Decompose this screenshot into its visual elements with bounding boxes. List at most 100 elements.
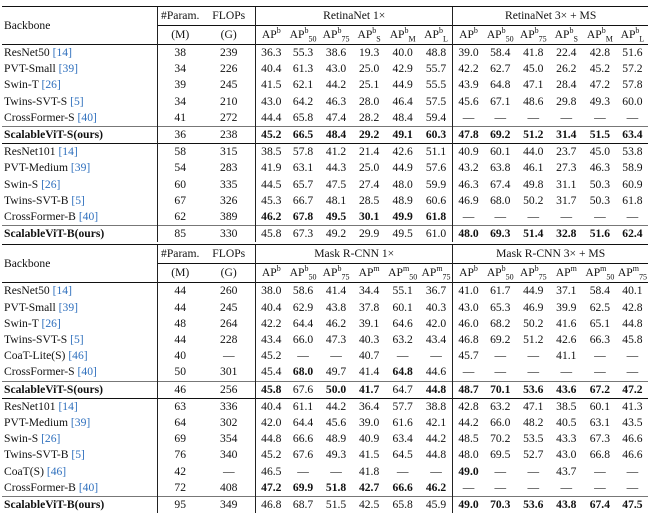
value-cell: 65.1 <box>589 316 610 330</box>
value-cell: 58 <box>157 143 203 161</box>
value-cell: 61.0 <box>419 225 453 243</box>
value-cell: 41.5 <box>358 448 380 462</box>
retinanet-row: PVT-Small [39] 34 226 40.4 61.3 43.0 25.0 42.9 5… <box>2 61 648 78</box>
value-cell: 47.1 <box>523 78 544 92</box>
value-cell: — <box>527 365 540 379</box>
backbone-name: CoaT-Lite(S) [46] <box>4 349 88 363</box>
retinanet-row: ResNet50 [14] 38 239 36.3 55.3 38.6 19.3 40.0 48… <box>2 44 648 62</box>
value-cell: 46.3 <box>325 94 347 108</box>
value-cell: 38 <box>157 44 203 62</box>
value-cell: 28.5 <box>358 193 380 207</box>
value-cell: 51.4 <box>516 225 550 243</box>
value-cell: 39.0 <box>452 44 484 62</box>
value-cell: 45.8 <box>255 225 287 243</box>
value-cell: 31.4 <box>549 126 583 144</box>
metric-header: APb50 <box>483 25 517 45</box>
value-cell: 27.3 <box>556 161 577 175</box>
value-cell: 44.6 <box>425 365 447 379</box>
value-cell: 44.3 <box>325 161 347 175</box>
value-cell: 47.2 <box>589 78 610 92</box>
value-cell: 43.6 <box>549 380 583 399</box>
value-cell: 48.7 <box>452 380 484 399</box>
value-cell: 49.8 <box>523 177 544 191</box>
value-cell: 49.5 <box>325 210 347 224</box>
value-cell: 44.2 <box>452 415 484 432</box>
value-cell: 62 <box>157 209 203 226</box>
value-cell: 60 <box>157 176 203 193</box>
value-cell: 27.4 <box>358 177 380 191</box>
value-cell: — <box>626 480 639 494</box>
value-cell: 245 <box>220 78 238 92</box>
value-cell: 64.8 <box>392 365 413 379</box>
value-cell: 55.5 <box>425 78 447 92</box>
value-cell: 49.7 <box>325 365 347 379</box>
metric-header: APb75 <box>516 263 550 283</box>
value-cell: 41 <box>157 109 203 127</box>
value-cell: 301 <box>220 365 238 379</box>
citation: [14] <box>52 46 72 59</box>
value-cell: 59.4 <box>425 110 447 124</box>
value-cell: 63.1 <box>589 416 610 430</box>
value-cell: 67.8 <box>292 210 314 224</box>
metric-header: APb50 <box>286 25 320 45</box>
value-cell: 65.3 <box>490 300 511 314</box>
value-cell: 64.4 <box>292 416 314 430</box>
value-cell: 25.0 <box>358 161 380 175</box>
citation: [40] <box>78 210 99 224</box>
value-cell: 228 <box>220 333 238 347</box>
value-cell: 65.8 <box>292 110 314 124</box>
value-cell: 41.3 <box>616 397 648 416</box>
value-cell: 43.9 <box>452 77 484 94</box>
value-cell: 45.3 <box>255 192 287 210</box>
retinanet-metric-row: (M) (G) APb APb50 APb75 APbS APbM APbL APb APb50 A… <box>2 25 648 45</box>
value-cell: — <box>527 110 540 124</box>
value-cell: 66.3 <box>589 333 610 347</box>
value-cell: 46.2 <box>255 209 287 226</box>
citation: [5] <box>70 94 84 108</box>
value-cell: 64 <box>157 415 203 432</box>
backbone-name: Twins-SVT-S [5] <box>4 333 84 347</box>
method-1x-header: RetinaNet 1× <box>255 6 453 26</box>
value-cell: 62.1 <box>292 78 314 92</box>
metric-header: APbM <box>385 25 420 45</box>
retinanet-row: ResNet101 [14] 58 315 38.5 57.8 41.2 21.4 42.6 5… <box>2 143 648 161</box>
metric-header: APb75 <box>516 25 550 45</box>
value-cell: 354 <box>220 432 238 446</box>
value-cell: — <box>594 110 606 124</box>
value-cell: 60.0 <box>622 94 643 108</box>
value-cell: 51.8 <box>325 480 347 494</box>
backbone-name: ScalableViT-B(ours) <box>2 496 158 514</box>
value-cell: — <box>452 109 484 127</box>
citation: [5] <box>71 193 85 207</box>
value-cell: 30.1 <box>358 210 380 224</box>
value-cell: — <box>430 349 442 363</box>
param-header: #Param. <box>157 6 203 26</box>
value-cell: 42.8 <box>582 44 617 62</box>
value-cell: 41.4 <box>358 365 380 379</box>
value-cell: 43.2 <box>452 160 484 177</box>
value-cell: 45.0 <box>523 62 544 76</box>
maskrcnn-row: ScalableViT-S(ours) 46 256 45.8 67.6 50.0 41.7… <box>2 380 648 399</box>
backbone-name: ScalableViT-S(ours) <box>2 380 158 399</box>
flops-unit: (G) <box>202 25 256 45</box>
value-cell: 40.4 <box>255 299 287 316</box>
value-cell: 29.2 <box>352 126 386 144</box>
value-cell: 46.5 <box>255 463 287 480</box>
value-cell: 19.3 <box>352 44 386 62</box>
value-cell: 34 <box>157 61 203 78</box>
citation: [14] <box>58 399 78 413</box>
value-cell: 66.0 <box>490 416 511 430</box>
value-cell: 42.6 <box>385 143 420 161</box>
value-cell: 42.2 <box>452 61 484 78</box>
value-cell: 44 <box>157 332 203 349</box>
value-cell: 46.3 <box>452 176 484 193</box>
value-cell: 48.0 <box>452 225 484 243</box>
param-unit: (M) <box>157 263 203 283</box>
value-cell: 58.9 <box>622 161 643 175</box>
value-cell: 63 <box>157 397 203 416</box>
citation: [39] <box>70 161 91 175</box>
value-cell: 51.2 <box>523 333 544 347</box>
value-cell: 226 <box>220 62 238 76</box>
value-cell: 62.9 <box>292 300 314 314</box>
